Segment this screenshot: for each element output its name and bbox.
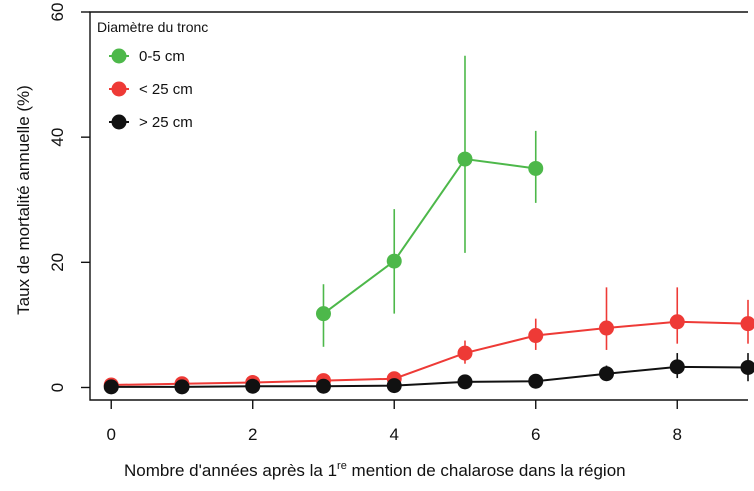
x-tick-label: 6 [531, 425, 540, 444]
data-point [528, 161, 543, 176]
data-point [104, 379, 119, 394]
series-1 [104, 287, 754, 392]
legend-swatch-marker [112, 82, 127, 97]
y-tick-label: 40 [48, 128, 67, 147]
data-point [457, 152, 472, 167]
x-axis-title-tail: mention de chalarose dans la région [347, 461, 626, 480]
data-point [174, 379, 189, 394]
y-tick-label: 20 [48, 253, 67, 272]
series-line [111, 322, 748, 385]
series-layer [104, 56, 754, 395]
data-point [387, 254, 402, 269]
data-point [316, 379, 331, 394]
data-point [457, 346, 472, 361]
y-tick-label: 60 [48, 3, 67, 22]
series-0 [316, 56, 543, 347]
x-axis-title-superscript: re [337, 460, 347, 472]
data-point [599, 366, 614, 381]
legend-title: Diamètre du tronc [97, 19, 208, 35]
data-point [741, 360, 754, 375]
y-tick-label: 0 [48, 383, 67, 392]
data-point [528, 328, 543, 343]
legend-label: > 25 cm [139, 114, 193, 131]
plot-frame [90, 12, 748, 400]
legend-label: < 25 cm [139, 81, 193, 98]
data-point [245, 379, 260, 394]
x-axis-title: Nombre d'années après la 1re mention de … [124, 460, 626, 480]
data-point [599, 321, 614, 336]
x-tick-label: 4 [390, 425, 399, 444]
data-point [670, 359, 685, 374]
x-tick-label: 8 [673, 425, 682, 444]
x-tick-label: 0 [106, 425, 115, 444]
data-point [670, 314, 685, 329]
data-point [528, 374, 543, 389]
legend-swatch-marker [112, 115, 127, 130]
x-axis-title-main: Nombre d'années après la 1 [124, 461, 337, 480]
x-tick-label: 2 [248, 425, 257, 444]
legend: Diamètre du tronc 0-5 cm < 25 cm > 25 cm [97, 19, 208, 131]
legend-swatch-marker [112, 49, 127, 64]
series-line [323, 159, 535, 314]
data-point [387, 378, 402, 393]
data-point [457, 374, 472, 389]
data-point [741, 316, 754, 331]
legend-label: 0-5 cm [139, 48, 185, 65]
y-axis-title: Taux de mortalité annuelle (%) [14, 85, 33, 315]
series-2 [104, 353, 754, 394]
data-point [316, 306, 331, 321]
